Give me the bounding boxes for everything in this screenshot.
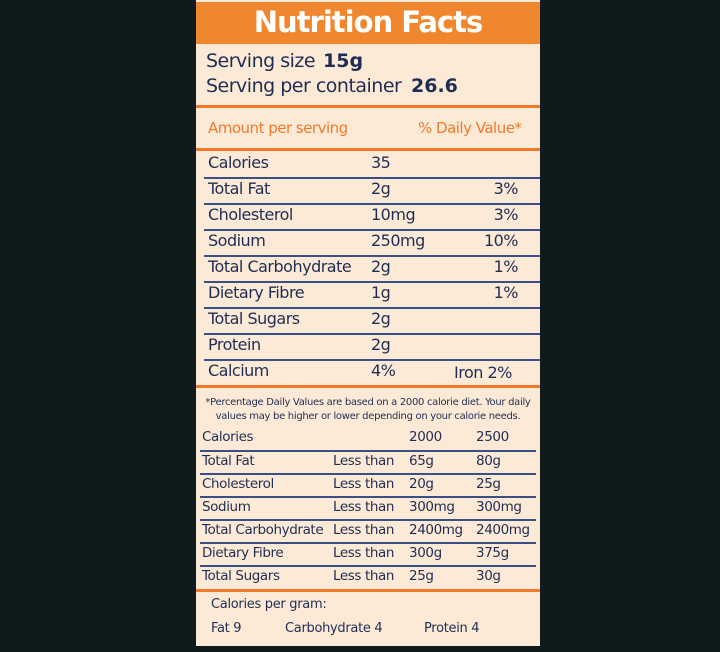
nutrient-name: Calcium: [208, 361, 269, 380]
nutrient-dv: 3%: [493, 205, 519, 224]
nutrient-name: Protein: [208, 335, 261, 354]
per-gram-item: Fat 9: [211, 621, 242, 636]
nutrient-amount: 250mg: [371, 231, 425, 250]
table-header: 2500: [476, 429, 509, 445]
divider: [196, 148, 540, 151]
row-line: [200, 450, 536, 452]
table-cell: 300mg: [476, 499, 522, 515]
nutrient-name: Sodium: [208, 231, 266, 250]
table-cell: 25g: [476, 476, 501, 492]
per-gram-item: Carbohydrate 4: [285, 621, 383, 636]
table-cell: Less than: [333, 568, 395, 584]
row-line: [204, 177, 540, 179]
table-cell: Total Sugars: [202, 568, 280, 584]
divider: [196, 105, 540, 108]
header-band: [196, 2, 540, 44]
table-cell: Dietary Fibre: [202, 545, 284, 561]
per-gram-title: Calories per gram:: [211, 597, 327, 612]
row-line: [200, 473, 536, 475]
nutrient-amount: 2g: [371, 309, 391, 328]
nutrient-amount: 35: [371, 153, 391, 172]
table-cell: 300g: [409, 545, 442, 561]
table-cell: 80g: [476, 453, 501, 469]
amount-header: Amount per serving: [208, 119, 348, 137]
row-line: [204, 255, 540, 257]
divider: [196, 385, 540, 388]
nutrient-extra: Iron 2%: [454, 363, 512, 382]
nutrient-name: Cholesterol: [208, 205, 293, 224]
table-cell: 25g: [409, 568, 434, 584]
table-cell: 2400mg: [476, 522, 530, 538]
row-line: [200, 519, 536, 521]
table-cell: Total Fat: [202, 453, 255, 469]
dv-header: % Daily Value*: [418, 119, 522, 137]
serving-size-label: Serving size: [206, 50, 316, 72]
table-cell: Cholesterol: [202, 476, 274, 492]
per-gram-item: Protein 4: [424, 621, 480, 636]
row-line: [200, 565, 536, 567]
table-cell: 2400mg: [409, 522, 463, 538]
table-cell: 300mg: [409, 499, 455, 515]
table-cell: 30g: [476, 568, 501, 584]
nutrient-dv: 1%: [493, 283, 519, 302]
table-cell: Total Carbohydrate: [202, 522, 324, 538]
nutrient-dv: 1%: [493, 257, 519, 276]
row-line: [204, 307, 540, 309]
nutrient-amount: 2g: [371, 257, 391, 276]
per-container-label: Serving per container: [206, 75, 402, 97]
nutrient-amount: 10mg: [371, 205, 416, 224]
table-cell: Less than: [333, 499, 395, 515]
table-cell: Less than: [333, 545, 395, 561]
table-header: Calories: [202, 429, 254, 445]
nutrient-amount: 4%: [371, 361, 396, 380]
table-cell: 375g: [476, 545, 509, 561]
nutrient-amount: 1g: [371, 283, 391, 302]
table-cell: Less than: [333, 522, 395, 538]
table-cell: Less than: [333, 453, 395, 469]
nutrient-name: Total Fat: [208, 179, 270, 198]
nutrient-name: Dietary Fibre: [208, 283, 305, 302]
row-line: [204, 359, 540, 361]
nutrient-dv: 3%: [493, 179, 519, 198]
nutrient-name: Total Sugars: [208, 309, 300, 328]
per-container: 26.6: [411, 75, 458, 97]
row-line: [204, 333, 540, 335]
row-line: [204, 281, 540, 283]
footnote: *Percentage Daily Values are based on a …: [205, 397, 531, 422]
nutrient-dv: 10%: [483, 231, 519, 250]
table-cell: 65g: [409, 453, 434, 469]
nutrition-label: Nutrition Facts Serving size 15g Serving…: [196, 0, 540, 646]
table-cell: Less than: [333, 476, 395, 492]
nutrient-name: Calories: [208, 153, 269, 172]
divider: [196, 589, 540, 592]
row-line: [200, 496, 536, 498]
title: Nutrition Facts: [253, 5, 483, 39]
table-cell: 20g: [409, 476, 434, 492]
row-line: [200, 542, 536, 544]
row-line: [204, 203, 540, 205]
table-cell: Sodium: [202, 499, 251, 515]
table-header: 2000: [409, 429, 442, 445]
serving-size: 15g: [323, 50, 364, 72]
nutrient-amount: 2g: [371, 335, 391, 354]
nutrient-amount: 2g: [371, 179, 391, 198]
row-line: [204, 229, 540, 231]
nutrient-name: Total Carbohydrate: [208, 257, 352, 276]
